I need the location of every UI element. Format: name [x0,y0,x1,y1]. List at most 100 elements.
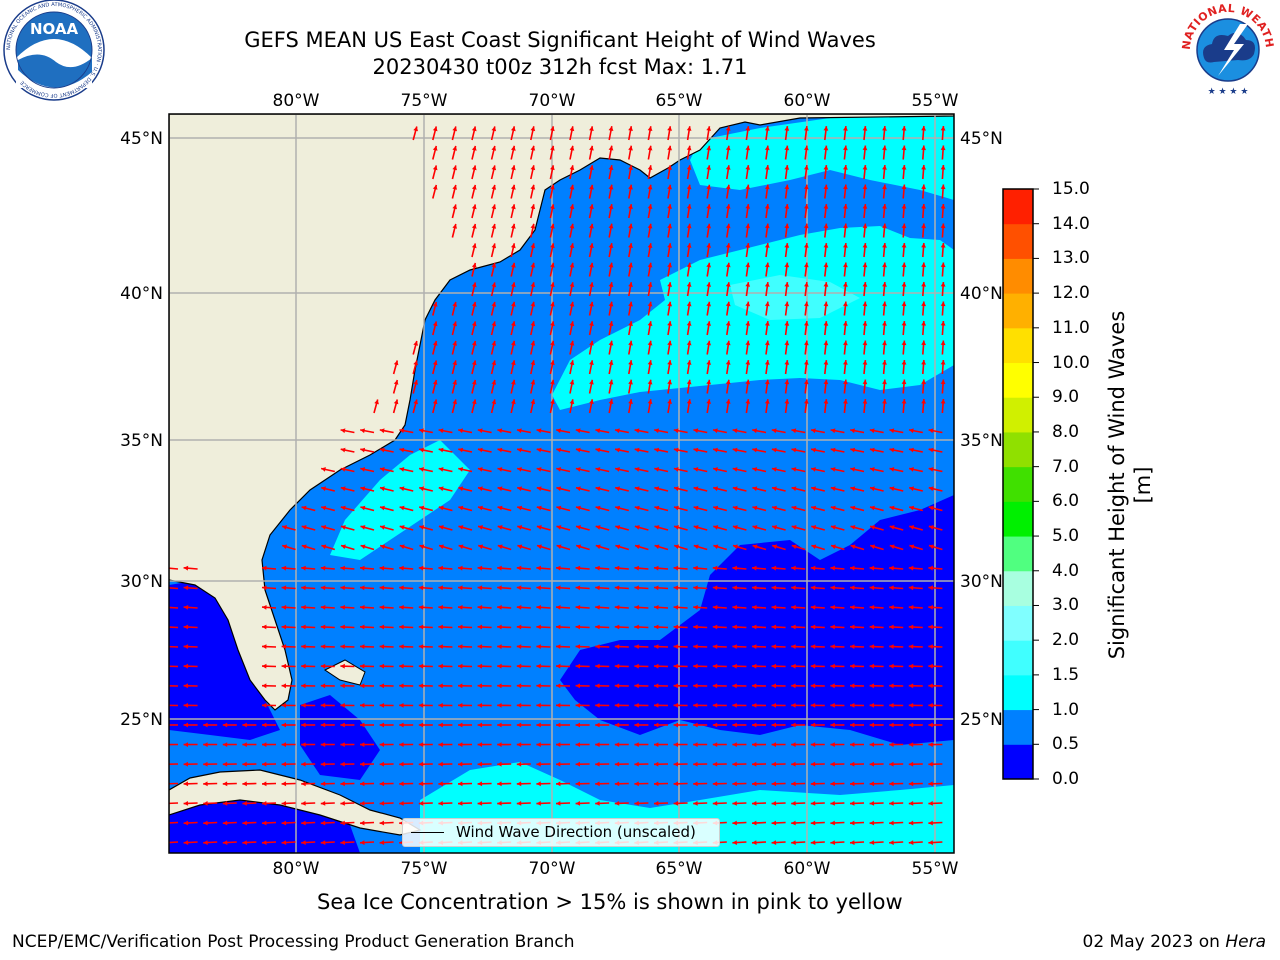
wind-wave-arrowhead [471,145,477,151]
wind-wave-arrowhead [458,428,463,434]
colorbar-swatch [1003,397,1033,433]
wind-wave-arrowhead [940,184,946,190]
wind-wave-arrowhead [477,605,483,610]
wind-wave-arrowhead [908,781,914,787]
wind-wave-arrowhead [320,683,326,689]
wind-wave-arrowhead [517,544,523,550]
wind-wave-arrowhead [713,505,719,511]
wind-wave-arrowhead [686,321,692,326]
wind-wave-arrowhead [706,243,711,248]
wind-wave-arrowhead [686,204,692,209]
wind-wave-arrow [169,626,179,629]
wind-wave-arrowhead [471,360,477,366]
wind-wave-arrowhead [340,663,345,669]
wind-wave-arrowhead [614,703,620,708]
wind-wave-arrowhead [438,428,444,434]
wind-wave-arrowhead [784,321,790,326]
wind-wave-arrowhead [458,447,464,453]
wind-wave-arrowhead [712,624,718,630]
wind-wave-arrowhead [647,399,653,404]
wind-wave-arrowhead [921,301,926,307]
colorbar-swatch [1003,431,1033,468]
wind-wave-arrowhead [654,605,659,610]
wind-wave-arrowhead [752,544,758,550]
wind-wave-arrowhead [921,126,926,131]
wind-wave-arrowhead [556,624,561,630]
wind-wave-arrowhead [183,840,189,845]
wind-wave-arrowhead [928,801,933,806]
wind-wave-arrowhead [823,282,829,287]
wind-wave-arrowhead [589,399,594,404]
wind-wave-arrowhead [491,126,497,132]
wind-wave-arrowhead [673,624,679,630]
wind-wave-arrowhead [654,761,659,767]
wind-wave-arrowhead [862,262,868,268]
wind-wave-arrowhead [164,625,169,630]
wind-wave-arrowhead [320,761,326,767]
wind-wave-arrowhead [830,428,836,434]
wind-wave-arrowhead [530,340,536,346]
wind-wave-arrowhead [830,840,835,845]
wind-wave-arrowhead [379,585,385,591]
wind-wave-arrowhead [164,781,169,786]
wind-wave-arrowhead [784,223,790,229]
wind-wave-arrowhead [869,605,875,610]
wind-wave-arrowhead [301,663,306,669]
wind-wave-arrowhead [418,624,424,630]
wind-wave-arrowhead [262,742,267,747]
wind-wave-arrowhead [804,321,809,326]
wind-wave-arrowhead [862,126,868,131]
wind-wave-arrowhead [928,781,933,787]
wind-wave-arrowhead [908,605,914,610]
wind-wave-arrowhead [712,801,718,806]
wind-wave-arrowhead [516,801,522,806]
wind-wave-arrowhead [764,243,770,248]
wind-wave-arrowhead [804,360,809,365]
wind-wave-arrowhead [379,722,384,728]
wind-wave-arrowhead [556,781,561,787]
wind-wave-arrowhead [497,486,503,492]
wind-wave-arrowhead [589,321,594,326]
wind-wave-arrowhead [491,340,497,346]
wind-wave-arrowhead [536,447,542,453]
wind-wave-arrowhead [536,722,541,728]
wind-wave-arrowhead [340,565,345,571]
wind-wave-arrowhead [654,525,660,530]
wind-wave-arrowhead [360,742,365,747]
wind-wave-arrowhead [477,683,482,689]
wind-wave-arrowhead [667,321,672,326]
wind-wave-arrowhead [810,663,816,669]
wind-wave-arrowhead [706,282,711,287]
nws-logo: NATIONAL WEATHER SERVICE ★ ★ ★ ★ [1178,0,1276,98]
wind-wave-arrowhead [725,321,731,326]
wind-wave-arrowhead [530,262,536,268]
wind-wave-arrowhead [928,644,933,649]
wind-wave-arrowhead [340,840,345,845]
wind-wave-arrowhead [360,663,365,669]
wind-wave-arrowhead [732,505,738,511]
wind-wave-arrowhead [830,703,835,708]
wind-wave-arrowhead [810,644,816,649]
colorbar [1003,188,1039,780]
wind-wave-arrowhead [360,703,365,708]
wind-wave-arrowhead [608,399,614,404]
wind-wave-arrowhead [340,801,345,806]
wind-wave-arrowhead [222,722,228,728]
wind-wave-arrowhead [791,624,796,630]
wind-wave-arrowhead [901,126,907,131]
wind-wave-arrowhead [791,742,796,747]
wind-wave-arrowhead [804,243,809,248]
wind-wave-arrowhead [614,683,620,689]
wind-wave-arrowhead [301,644,306,649]
wind-wave-arrowhead [595,486,601,492]
wind-wave-arrowhead [183,703,188,708]
wind-wave-arrowhead [497,644,502,649]
wind-wave-arrowhead [530,126,536,132]
wind-wave-arrowhead [667,145,672,151]
wind-wave-arrowhead [164,683,168,688]
wind-wave-arrowhead [909,544,915,550]
wave-region-blue-gulf [169,580,280,740]
wind-wave-arrowhead [674,505,679,511]
colorbar-swatch [1003,674,1033,711]
wind-wave-arrowhead [940,126,946,131]
